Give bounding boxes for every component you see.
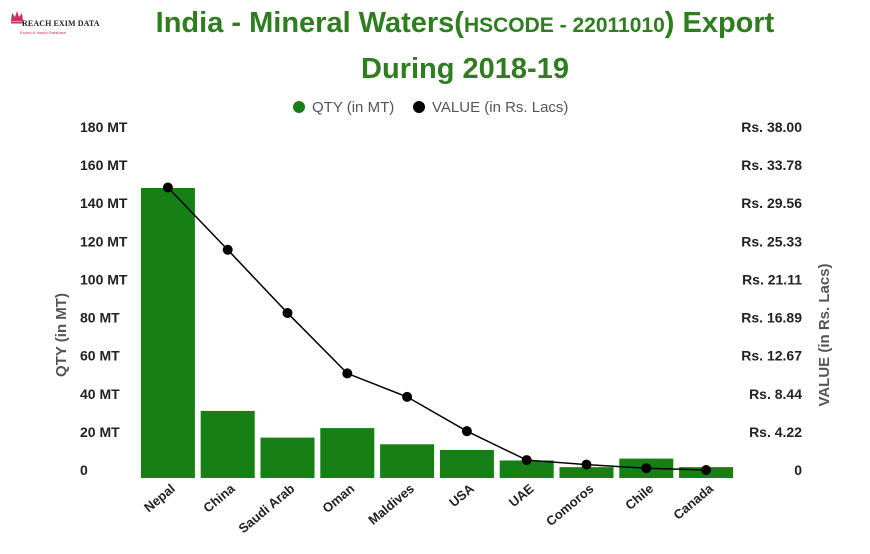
y-left-tick-label: 160 MT: [80, 157, 128, 173]
legend-swatch-qty: [293, 101, 305, 113]
y-right-tick-label: Rs. 16.89: [741, 310, 802, 326]
bar-comoros: [559, 467, 614, 478]
x-tick-label: Nepal: [141, 481, 178, 515]
chart-title-line-2: During 2018-19: [361, 53, 569, 85]
bar-oman: [320, 428, 375, 478]
bar-usa: [439, 449, 494, 478]
y-left-tick-label: 40 MT: [80, 386, 120, 402]
brand-logo: REACH EXIM DATA Export & Import Database: [8, 10, 100, 38]
x-tick-label: Oman: [319, 481, 357, 516]
value-point-canada: [701, 465, 712, 475]
y-left-axis-title: QTY (in MT): [53, 293, 70, 377]
x-tick-label: Comoros: [543, 481, 596, 529]
y-right-tick-label: Rs. 38.00: [741, 119, 802, 135]
title-part-3: ) Export: [664, 7, 775, 39]
value-point-nepal: [162, 182, 173, 193]
y-left-tick-label: 80 MT: [80, 310, 120, 326]
y-right-axis-title: VALUE (in Rs. Lacs): [816, 263, 833, 406]
y-left-tick-label: 120 MT: [80, 233, 128, 249]
bar-nepal: [140, 187, 195, 478]
x-tick-label: Maldives: [365, 481, 417, 528]
y-left-tick-label: 60 MT: [80, 348, 120, 364]
value-point-usa: [461, 426, 472, 437]
y-right-tick-label: Rs. 8.44: [749, 386, 802, 402]
value-point-oman: [342, 368, 353, 379]
y-left-tick-label: 20 MT: [80, 424, 120, 440]
y-right-tick-label: Rs. 12.67: [741, 348, 802, 364]
legend-label-qty: QTY (in MT): [312, 99, 394, 116]
chart-title: India - Mineral Waters(HSCODE - 22011010…: [95, 6, 835, 43]
y-right-tick-label: Rs. 33.78: [741, 157, 802, 173]
value-point-uae: [521, 455, 532, 466]
value-point-chile: [641, 463, 652, 474]
brand-name: REACH EXIM DATA: [22, 19, 100, 28]
y-left-tick-label: 180 MT: [80, 119, 128, 135]
y-left-tick-label: 100 MT: [80, 271, 128, 287]
y-left-tick-label: 0: [80, 462, 88, 478]
x-tick-label: USA: [446, 480, 477, 510]
y-right-tick-label: Rs. 4.22: [749, 424, 802, 440]
value-point-comoros: [581, 459, 592, 470]
x-tick-label: Saudi Arab: [236, 481, 298, 536]
x-tick-label: China: [200, 480, 238, 515]
y-right-tick-label: Rs. 25.33: [741, 233, 802, 249]
x-tick-label: UAE: [506, 481, 537, 510]
legend-swatch-value: [413, 101, 425, 113]
bar-saudi-arab: [260, 437, 315, 478]
x-tick-label: Canada: [670, 480, 716, 522]
title-hscode: HSCODE - 22011010: [463, 14, 665, 37]
value-point-saudi-arab: [282, 307, 293, 318]
value-point-maldives: [402, 391, 413, 402]
y-right-tick-label: Rs. 29.56: [741, 195, 802, 211]
bar-uae: [499, 460, 554, 478]
legend-label-value: VALUE (in Rs. Lacs): [432, 99, 568, 116]
bar-china: [200, 410, 255, 478]
title-part-1: India - Mineral Waters(: [155, 7, 464, 39]
brand-tagline: Export & Import Database: [20, 30, 67, 35]
value-line: [167, 186, 707, 471]
y-left-tick-label: 140 MT: [80, 195, 128, 211]
bar-maldives: [380, 444, 435, 478]
value-point-china: [222, 244, 233, 255]
crown-icon: [11, 11, 23, 24]
y-right-tick-label: Rs. 21.11: [742, 271, 802, 287]
x-tick-label: Chile: [622, 481, 656, 513]
y-right-tick-label: 0: [794, 462, 802, 478]
